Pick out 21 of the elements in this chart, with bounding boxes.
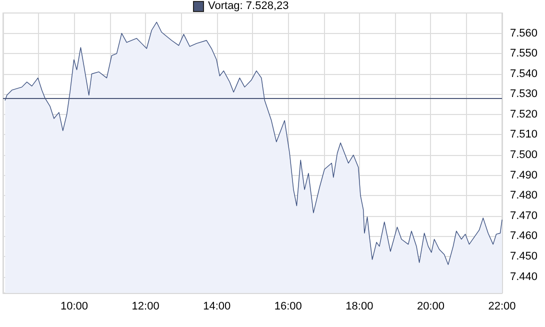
- y-tick-label: 7.440: [510, 270, 538, 283]
- y-tick-label: 7.510: [510, 128, 538, 141]
- y-tick-label: 7.490: [510, 169, 538, 182]
- legend-label: Vortag: 7.528,23: [208, 0, 289, 13]
- x-tick-label: 16:00: [274, 300, 302, 312]
- x-tick-label: 14:00: [203, 300, 231, 312]
- x-tick-label: 12:00: [132, 300, 160, 312]
- y-tick-label: 7.520: [510, 108, 538, 120]
- x-tick-label: 20:00: [416, 300, 444, 312]
- y-tick-label: 7.450: [510, 250, 538, 262]
- x-tick-label: 22:00: [488, 300, 516, 312]
- y-tick-label: 7.480: [510, 190, 538, 202]
- y-tick-label: 7.470: [510, 210, 538, 222]
- x-tick-label: 18:00: [346, 300, 374, 312]
- y-tick-label: 7.530: [510, 88, 538, 100]
- y-tick-label: 7.500: [510, 149, 538, 162]
- x-tick-label: 10:00: [60, 300, 88, 312]
- y-tick-label: 7.540: [510, 68, 538, 80]
- y-tick-label: 7.460: [510, 230, 538, 242]
- y-tick-label: 7.560: [510, 27, 538, 40]
- y-tick-label: 7.550: [510, 48, 538, 60]
